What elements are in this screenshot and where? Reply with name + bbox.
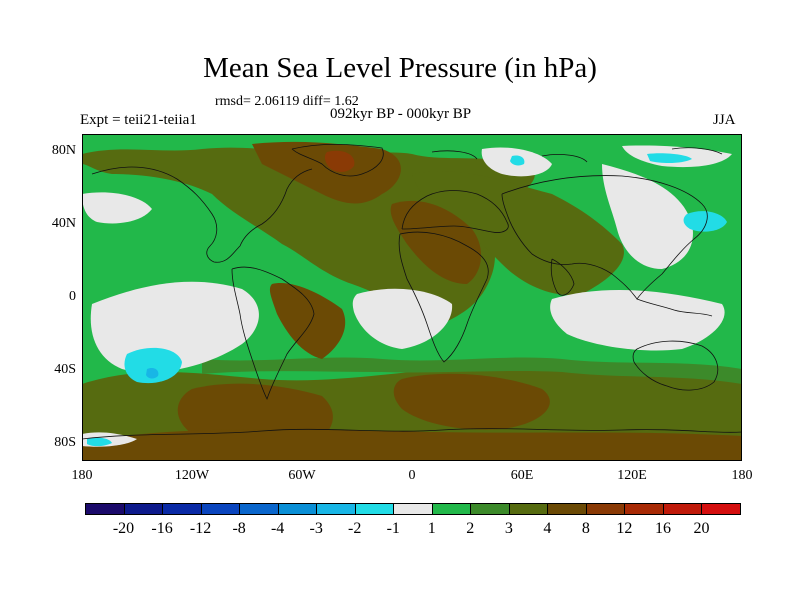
colorbar-label: 12 xyxy=(616,520,633,537)
lat-label-40s: 40S xyxy=(54,362,76,377)
colorbar-swatch xyxy=(200,503,241,515)
colorbar-swatch xyxy=(277,503,318,515)
coast-europe xyxy=(401,190,509,233)
rmsd-diff-label: rmsd= 2.06119 diff= 1.62 xyxy=(215,94,359,109)
region-south-pacific-cyan xyxy=(124,347,182,384)
colorbar-label: 1 xyxy=(427,520,436,537)
coast-asia xyxy=(501,175,708,300)
coast-india xyxy=(550,258,575,296)
coast-australia xyxy=(632,340,719,391)
colorbar-swatch xyxy=(393,503,433,515)
region-north-pacific-cyan xyxy=(683,211,727,232)
colorbar-label: -3 xyxy=(309,520,323,537)
colorbar xyxy=(85,503,741,515)
region-arctic-cyan-b xyxy=(647,153,692,164)
colorbar-swatch xyxy=(585,503,626,515)
colorbar-swatch xyxy=(701,503,741,515)
lon-label-180e: 180 xyxy=(731,468,753,483)
colorbar-swatch xyxy=(354,503,395,515)
coastlines xyxy=(82,143,742,440)
colorbar-label: -20 xyxy=(112,520,135,537)
colorbar-swatch xyxy=(162,503,202,515)
colorbar-swatch xyxy=(470,503,510,515)
region-south-pacific-neutral xyxy=(90,281,259,373)
colorbar-label: 16 xyxy=(654,520,671,537)
coast-antarctica xyxy=(82,428,742,440)
region-greenland-rust xyxy=(324,150,355,172)
colorbar-swatch xyxy=(662,503,703,515)
lat-label-80s: 80S xyxy=(54,435,76,450)
region-east-pacific-neutral xyxy=(82,192,152,224)
lat-label-40n: 40N xyxy=(51,216,76,231)
region-south-atlantic-neutral xyxy=(352,288,453,349)
colorbar-label: 4 xyxy=(543,520,552,537)
colorbar-swatch xyxy=(547,503,587,515)
colorbar-label: -4 xyxy=(270,520,285,537)
colorbar-label: 8 xyxy=(581,520,590,537)
experiment-label: Expt = teii21-teiia1 xyxy=(80,112,197,128)
colorbar-swatch xyxy=(85,503,125,515)
lon-label-180w: 180 xyxy=(71,468,93,483)
lon-label-120e: 120E xyxy=(617,468,647,483)
region-south-pacific-blue xyxy=(146,367,159,379)
lon-label-60w: 60W xyxy=(288,468,316,483)
coast-north-america xyxy=(91,166,313,263)
period-label: 092kyr BP - 000kyr BP xyxy=(330,106,472,122)
colorbar-swatch xyxy=(123,503,164,515)
region-greenland-brown xyxy=(252,141,401,204)
lon-label-0: 0 xyxy=(408,468,416,483)
region-antarctic-cyan xyxy=(87,437,112,447)
lon-label-120w: 120W xyxy=(174,468,210,483)
colorbar-swatch xyxy=(316,503,356,515)
lat-label-equator: 0 xyxy=(69,289,76,304)
colorbar-label: -2 xyxy=(348,520,362,537)
colorbar-label: -1 xyxy=(386,520,400,537)
region-north-africa-brown xyxy=(390,200,482,284)
region-south-indian-brown xyxy=(393,373,550,430)
season-label: JJA xyxy=(713,112,736,128)
colorbar-label: 20 xyxy=(693,520,710,537)
region-south-dark-green xyxy=(202,357,742,384)
lon-label-60e: 60E xyxy=(510,468,534,483)
coast-southeast-asia xyxy=(636,298,713,317)
coast-south-america xyxy=(231,266,315,401)
colorbar-label: 2 xyxy=(466,520,475,537)
map-title: Mean Sea Level Pressure (in hPa) xyxy=(203,52,597,84)
colorbar-label: -16 xyxy=(151,520,173,537)
region-arctic-cyan-a xyxy=(510,155,525,166)
region-indian-ocean-neutral xyxy=(550,289,725,351)
lat-label-80n: 80N xyxy=(51,143,76,158)
coast-africa xyxy=(398,231,489,363)
colorbar-swatch xyxy=(624,503,664,515)
colorbar-label: -12 xyxy=(189,520,212,537)
pressure-map xyxy=(82,134,742,461)
colorbar-swatch xyxy=(239,503,279,515)
region-south-america-brown xyxy=(269,283,346,359)
region-antarctic-brown xyxy=(82,429,742,461)
colorbar-label: -8 xyxy=(232,520,246,537)
coast-arctic-islands xyxy=(431,147,723,163)
region-north-pacific-neutral xyxy=(602,164,693,269)
colorbar-label: 3 xyxy=(504,520,513,537)
coast-greenland xyxy=(291,143,384,177)
colorbar-swatch xyxy=(508,503,549,515)
colorbar-swatch xyxy=(431,503,472,515)
